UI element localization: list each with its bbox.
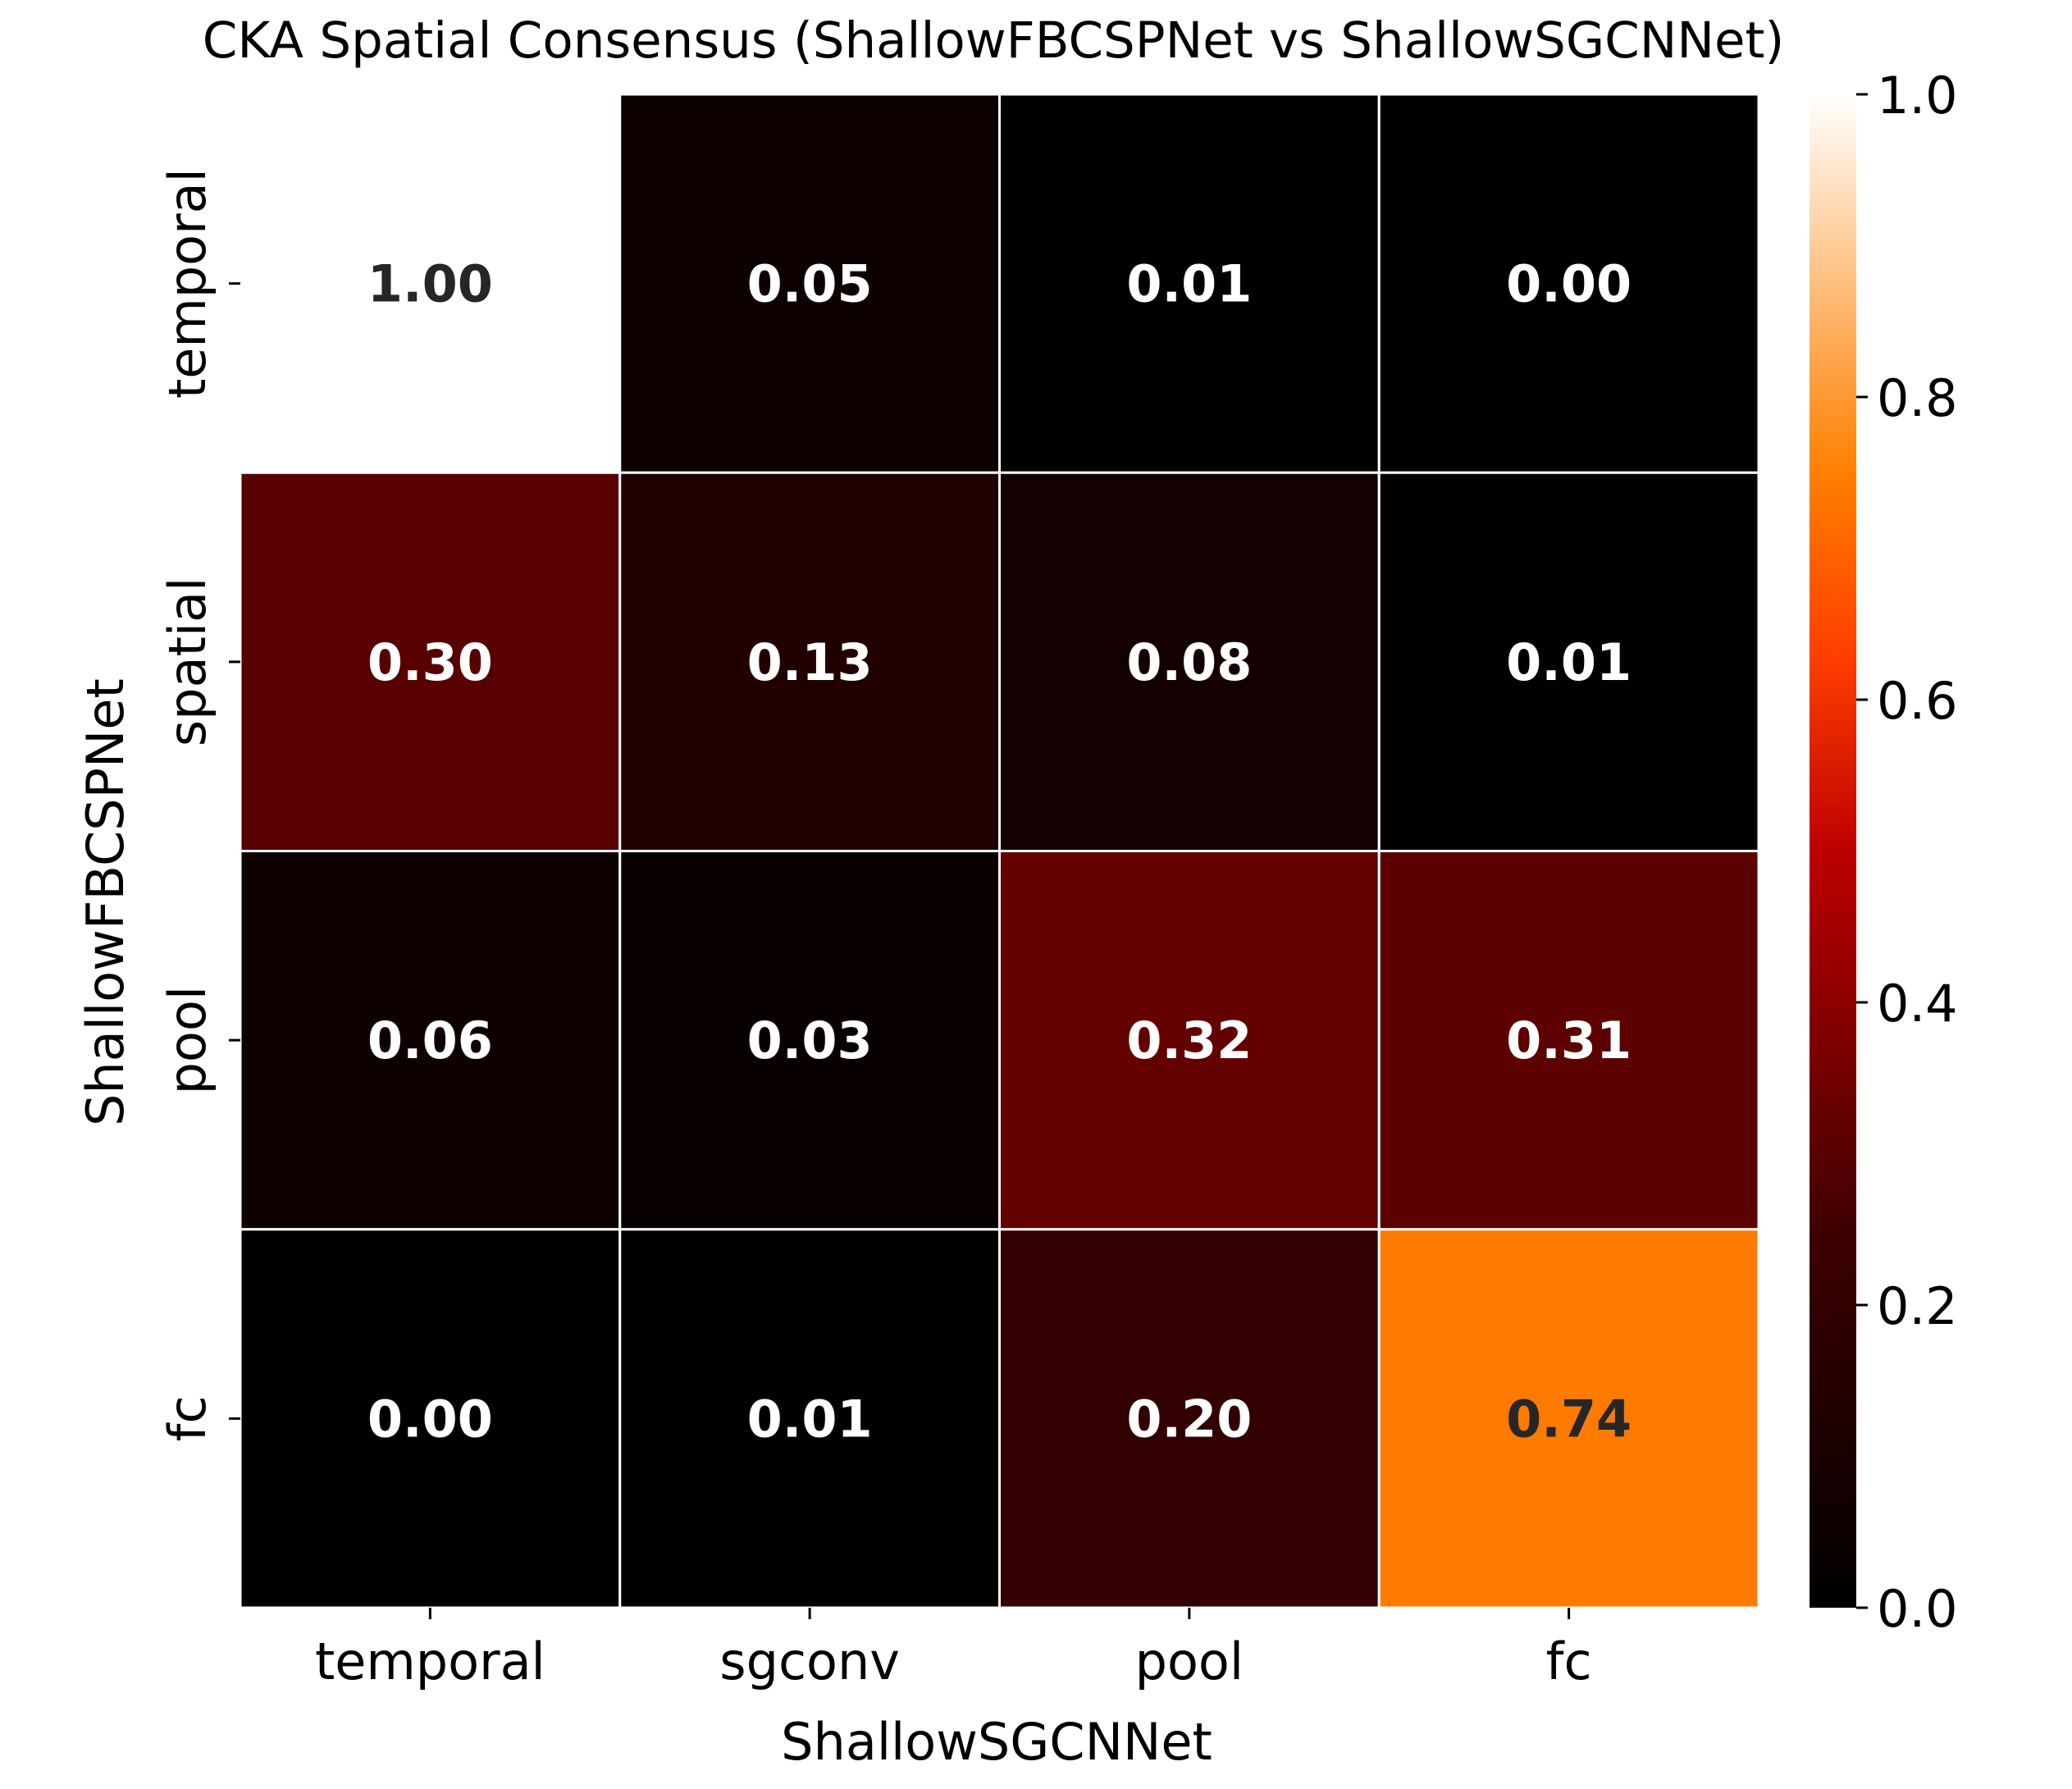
y-tick-label: temporal (157, 168, 217, 399)
heatmap-cell (998, 93, 1381, 474)
heatmap-cell (239, 1228, 622, 1609)
heatmap-cell (998, 1228, 1381, 1609)
x-tick-label: pool (1135, 1632, 1244, 1691)
y-axis-label: ShallowFBCSPNet (75, 678, 135, 1126)
heatmap-cells (239, 93, 1760, 1609)
cell-annotations: 1.00 0.05 0.01 0.00 0.30 0.13 0.08 0.01 0.06 0.03… (367, 254, 1632, 1449)
heatmap-cell (239, 93, 622, 474)
cell-value-label: 0.74 (1506, 1389, 1632, 1449)
colorbar-tick-label: 0.0 (1877, 1579, 1958, 1639)
cell-value-label: 0.32 (1126, 1011, 1252, 1070)
cell-value-label: 0.31 (1506, 1011, 1632, 1070)
y-tick-label: pool (157, 986, 217, 1094)
heatmap-cell (1377, 471, 1760, 852)
x-axis-ticks: temporal sgconv pool fc (315, 1608, 1592, 1691)
x-tick-label: fc (1546, 1632, 1592, 1691)
cell-value-label: 0.00 (1506, 254, 1632, 314)
cell-value-label: 0.08 (1126, 632, 1252, 692)
x-tick-label: temporal (315, 1632, 545, 1691)
heatmap-cell (618, 93, 1001, 474)
x-axis-label: ShallowSGCNNet (781, 1712, 1212, 1772)
heatmap-cell (239, 471, 622, 852)
cell-value-label: 0.06 (367, 1011, 493, 1070)
chart-title: CKA Spatial Consensus (ShallowFBCSPNet v… (203, 11, 1785, 70)
colorbar-tick-label: 1.0 (1877, 66, 1958, 126)
y-tick-label: fc (157, 1395, 217, 1441)
colorbar-tick-label: 0.8 (1877, 368, 1958, 428)
cell-value-label: 0.30 (367, 632, 493, 692)
cell-value-label: 0.20 (1126, 1389, 1252, 1449)
heatmap-cell (618, 1228, 1001, 1609)
colorbar-ticks: 0.0 0.2 0.4 0.6 0.8 1.0 (1856, 66, 1958, 1639)
colorbar-tick-label: 0.2 (1877, 1276, 1958, 1336)
cell-value-label: 0.01 (1506, 632, 1632, 692)
heatmap-cell (1377, 850, 1760, 1231)
heatmap-cell (998, 471, 1381, 852)
y-axis-ticks: temporal spatial pool fc (157, 168, 240, 1441)
y-tick-label: spatial (157, 577, 217, 746)
cell-value-label: 0.05 (747, 254, 873, 314)
heatmap-cell (618, 850, 1001, 1231)
cell-value-label: 0.13 (747, 632, 873, 692)
heatmap-cell (618, 471, 1001, 852)
cell-value-label: 0.00 (367, 1389, 493, 1449)
colorbar-tick-label: 0.4 (1877, 974, 1958, 1034)
x-tick-label: sgconv (719, 1632, 900, 1691)
heatmap-cell (1377, 1228, 1760, 1609)
cell-value-label: 0.03 (747, 1011, 873, 1070)
cell-value-label: 0.01 (1126, 254, 1252, 314)
colorbar-tick-label: 0.6 (1877, 671, 1958, 731)
heatmap-cell (1377, 93, 1760, 474)
cell-value-label: 0.01 (747, 1389, 873, 1449)
cell-value-label: 1.00 (367, 254, 493, 314)
colorbar (1810, 94, 1856, 1608)
